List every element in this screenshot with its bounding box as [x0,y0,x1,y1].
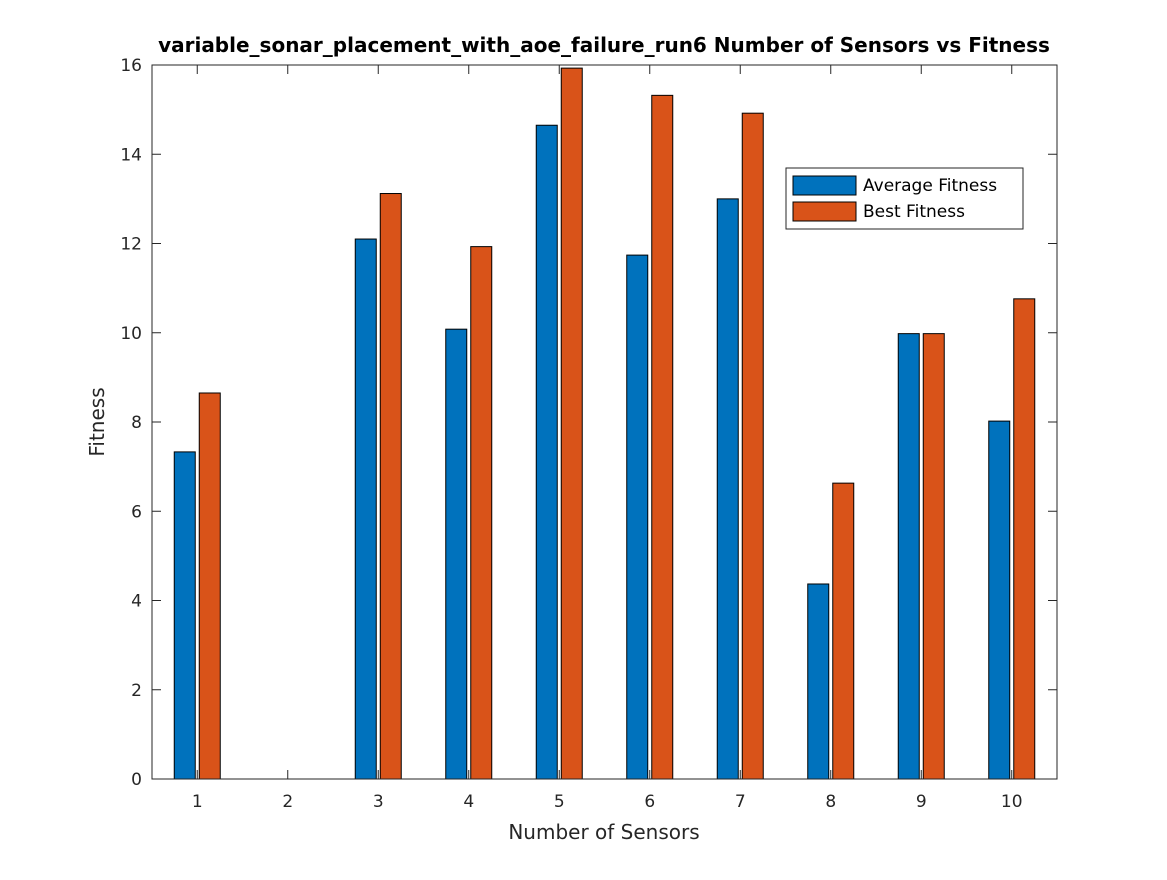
bar-best-fitness-8 [832,482,855,780]
legend-label-average-fitness: Average Fitness [863,176,997,196]
chart-title: variable_sonar_placement_with_aoe_failur… [158,33,1050,57]
bar-best-fitness-3 [379,193,402,780]
legend-swatch-best-fitness [792,201,857,222]
bar-average-fitness-5 [535,124,558,780]
bars-layer [173,67,1036,780]
bar-best-fitness-10 [1013,298,1036,780]
x-tick-label: 2 [282,792,293,812]
bar-average-fitness-9 [897,333,920,780]
y-tick-label: 10 [120,324,142,344]
bar-average-fitness-4 [445,328,468,780]
bar-average-fitness-6 [626,254,649,780]
bar-average-fitness-7 [716,198,739,780]
y-axis-label: Fitness [85,387,109,456]
y-tick-label: 4 [131,592,142,612]
bar-average-fitness-1 [173,451,196,780]
bar-average-fitness-10 [988,420,1011,780]
bar-best-fitness-1 [198,392,221,780]
bar-best-fitness-5 [560,67,583,780]
y-tick-label: 8 [131,413,142,433]
y-tick-label: 6 [131,502,142,522]
y-tick-label: 14 [120,145,142,165]
legend[interactable]: Average Fitness Best Fitness [785,167,1024,230]
axes-box [151,64,1058,780]
y-tick-label: 16 [120,56,142,76]
bar-best-fitness-7 [741,112,764,780]
x-tick-label: 1 [192,792,203,812]
x-tick-label: 10 [1001,792,1023,812]
bar-average-fitness-8 [807,583,830,780]
legend-swatch-average-fitness [792,175,857,196]
x-tick-label: 4 [463,792,474,812]
x-tick-label: 9 [916,792,927,812]
y-tick-label: 12 [120,235,142,255]
x-tick-label: 8 [825,792,836,812]
bar-best-fitness-4 [470,246,493,780]
bar-best-fitness-6 [651,94,674,780]
x-axis-label: Number of Sensors [508,820,699,844]
x-tick-label: 7 [735,792,746,812]
y-tick-label: 0 [131,770,142,790]
legend-label-best-fitness: Best Fitness [863,202,965,222]
bar-best-fitness-9 [922,333,945,780]
x-tick-label: 3 [373,792,384,812]
x-tick-label: 5 [554,792,565,812]
x-tick-label: 6 [644,792,655,812]
bar-average-fitness-3 [354,238,377,780]
y-tick-label: 2 [131,681,142,701]
